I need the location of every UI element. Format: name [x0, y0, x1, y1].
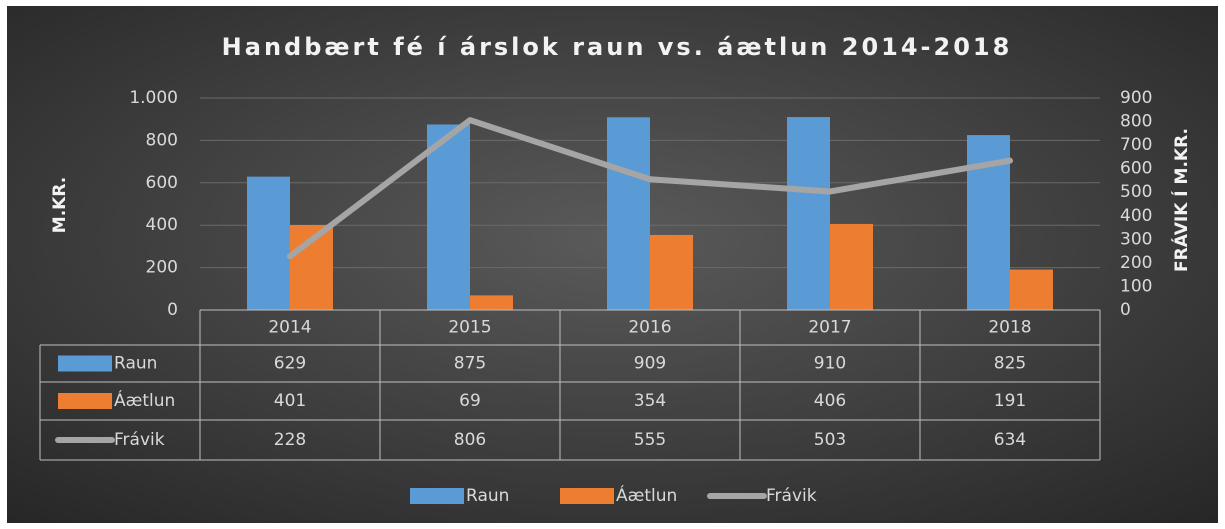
table-value: 629 — [274, 354, 306, 374]
bar — [470, 295, 513, 310]
table-value: 875 — [454, 354, 486, 374]
table-value: 354 — [634, 391, 666, 411]
y2-tick-label: 600 — [1120, 159, 1152, 179]
y-tick-label: 600 — [146, 173, 178, 193]
bar — [787, 117, 830, 310]
x-tick-label: 2018 — [988, 318, 1031, 338]
x-tick-label: 2014 — [268, 318, 311, 338]
y2-tick-label: 300 — [1120, 229, 1152, 249]
table-value: 910 — [814, 354, 846, 374]
y2-axis-title: FRÁVIK Í M.KR. — [1170, 128, 1192, 272]
table-legend-key — [58, 355, 112, 372]
y-axis-title: M.KR. — [50, 177, 70, 233]
table-value: 825 — [994, 354, 1026, 374]
y-tick-label: 400 — [146, 215, 178, 235]
x-tick-label: 2016 — [628, 318, 671, 338]
legend-key — [560, 488, 614, 504]
table-value: 503 — [814, 430, 846, 450]
table-series-name: Frávik — [114, 430, 165, 450]
bar — [607, 117, 650, 311]
table-value: 401 — [274, 391, 306, 411]
legend-label: Áætlun — [616, 484, 677, 506]
y-tick-label: 1.000 — [129, 88, 178, 108]
table-value: 806 — [454, 430, 486, 450]
y2-tick-label: 500 — [1120, 182, 1152, 202]
legend-label: Raun — [466, 486, 509, 506]
table-value: 191 — [994, 391, 1026, 411]
y2-tick-label: 200 — [1120, 253, 1152, 273]
table-legend-key — [58, 393, 112, 409]
table-value: 909 — [634, 354, 666, 374]
bar — [830, 223, 873, 310]
table-value: 69 — [459, 391, 481, 411]
bar — [427, 124, 470, 310]
x-tick-label: 2015 — [448, 318, 491, 338]
y2-tick-label: 100 — [1120, 276, 1152, 296]
table-value: 555 — [634, 430, 666, 450]
line-series — [287, 117, 1013, 260]
table-series-name: Áætlun — [114, 389, 175, 411]
table-value: 406 — [814, 391, 846, 411]
legend-key — [410, 488, 464, 504]
y2-tick-label: 0 — [1120, 300, 1131, 320]
y2-tick-label: 800 — [1120, 112, 1152, 132]
table-value: 228 — [274, 430, 306, 450]
y-tick-label: 800 — [146, 130, 178, 150]
y-tick-label: 200 — [146, 258, 178, 278]
table-series-name: Raun — [114, 354, 157, 374]
chart-title: Handbært fé í árslok raun vs. áætlun 201… — [222, 33, 1013, 61]
bar — [1010, 269, 1053, 310]
table-value: 634 — [994, 430, 1026, 450]
bar — [247, 176, 290, 310]
y2-tick-label: 400 — [1120, 206, 1152, 226]
x-tick-label: 2017 — [808, 318, 851, 338]
y2-tick-label: 700 — [1120, 135, 1152, 155]
bar — [650, 234, 693, 310]
y-tick-label: 0 — [167, 300, 178, 320]
legend-label: Frávik — [766, 486, 817, 506]
y2-tick-label: 900 — [1120, 88, 1152, 108]
